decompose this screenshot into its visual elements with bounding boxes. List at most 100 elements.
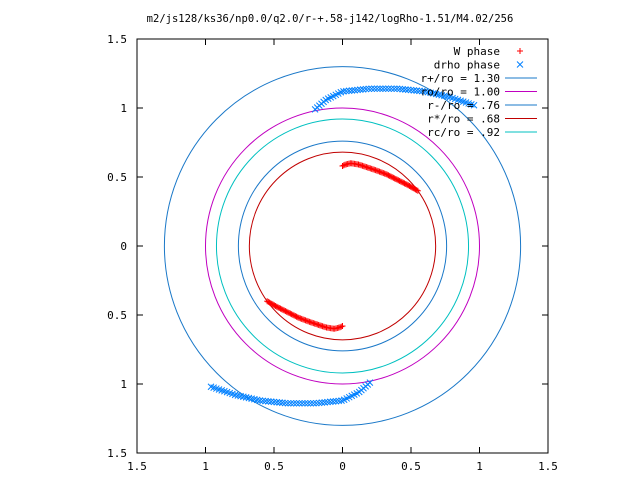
drho-phase-point bbox=[365, 85, 373, 93]
drho-phase-point bbox=[295, 399, 303, 407]
drho-phase-point bbox=[332, 397, 340, 405]
drho-phase-point bbox=[359, 86, 367, 93]
legend-label: W phase bbox=[454, 45, 500, 58]
drho-phase-point bbox=[345, 87, 353, 95]
y-tick-label: 0 bbox=[120, 240, 127, 253]
reference-circle bbox=[237, 140, 448, 352]
drho-phase-point bbox=[342, 87, 350, 95]
reference-circles bbox=[163, 66, 522, 426]
drho-phase-point bbox=[390, 85, 398, 93]
legend-label: ro/ro = 1.00 bbox=[421, 86, 500, 99]
x-tick-label: 1.5 bbox=[538, 460, 558, 473]
drho-phase-point bbox=[264, 398, 272, 405]
drho-phase-point bbox=[416, 87, 423, 95]
y-tick-label: 1 bbox=[120, 102, 127, 115]
drho-phase-point bbox=[267, 398, 275, 406]
drho-phase-point bbox=[371, 85, 378, 93]
legend-label: drho phase bbox=[434, 59, 500, 72]
reference-circle bbox=[205, 107, 480, 385]
drho-phase-point bbox=[276, 399, 283, 406]
y-tick-label: 0.5 bbox=[107, 309, 127, 322]
drho-phase-point bbox=[290, 399, 298, 407]
reference-circle bbox=[248, 151, 437, 341]
drho-phase-point bbox=[301, 399, 309, 407]
drho-phase-point bbox=[379, 85, 387, 93]
drho-phase-point bbox=[329, 398, 337, 405]
x-tick-label: 0.5 bbox=[401, 460, 421, 473]
drho-phase-point bbox=[335, 397, 343, 405]
x-tick-label: 0.5 bbox=[264, 460, 284, 473]
y-tick-label: 1.5 bbox=[107, 33, 127, 46]
reference-circle bbox=[215, 118, 470, 374]
drho-phase-point bbox=[326, 398, 334, 406]
drho-phase-point bbox=[321, 399, 329, 406]
drho-phase-point bbox=[387, 85, 395, 93]
drho-phase-point bbox=[298, 399, 306, 407]
legend-label: r*/ro = .68 bbox=[427, 113, 500, 126]
drho-phase-point bbox=[385, 85, 392, 93]
legend-label: r+/ro = 1.30 bbox=[421, 72, 500, 85]
drho-phase-point bbox=[293, 399, 300, 407]
drho-phase-point bbox=[368, 85, 375, 93]
drho-phase-point bbox=[407, 86, 415, 94]
drho-phase-point bbox=[287, 399, 295, 407]
drho-phase-point bbox=[340, 87, 347, 95]
drho-phase-point bbox=[404, 86, 412, 94]
drho-phase-point bbox=[310, 399, 317, 407]
reference-circle bbox=[163, 66, 522, 426]
x-tick-label: 0 bbox=[339, 460, 346, 473]
drho-phase-point bbox=[470, 101, 478, 109]
w-phase-point bbox=[517, 48, 523, 54]
drho-phase-point bbox=[307, 399, 314, 407]
phase-series bbox=[207, 85, 478, 407]
w-phase-point bbox=[413, 187, 420, 194]
drho-phase-point bbox=[410, 86, 418, 94]
drho-phase-point bbox=[516, 61, 524, 68]
w-phase-point bbox=[414, 187, 421, 194]
legend-label: rc/ro = .92 bbox=[427, 126, 500, 139]
drho-phase-point bbox=[393, 85, 401, 93]
y-tick-label: 1 bbox=[120, 378, 127, 391]
x-tick-label: 1 bbox=[476, 460, 483, 473]
drho-phase-point bbox=[354, 86, 361, 94]
legend-label: r-/ro = .76 bbox=[427, 99, 500, 112]
drho-phase-point bbox=[338, 397, 345, 405]
w-phase-point bbox=[264, 298, 271, 305]
drho-phase-point bbox=[315, 399, 323, 407]
drho-phase-point bbox=[279, 399, 286, 407]
x-tick-label: 1.5 bbox=[127, 460, 147, 473]
drho-phase-point bbox=[382, 85, 390, 93]
drho-phase-point bbox=[356, 86, 364, 93]
drho-phase-point bbox=[396, 85, 404, 93]
drho-phase-point bbox=[362, 85, 370, 93]
w-phase-point bbox=[338, 323, 345, 330]
drho-phase-point bbox=[348, 87, 356, 94]
drho-phase-point bbox=[376, 85, 384, 93]
drho-phase-point bbox=[413, 87, 421, 94]
chart-title: m2/js128/ks36/np0.0/q2.0/r-+.58-j142/log… bbox=[147, 13, 514, 25]
y-tick-label: 0.5 bbox=[107, 171, 127, 184]
drho-phase-point bbox=[207, 383, 215, 391]
drho-phase-point bbox=[259, 397, 267, 405]
w-phase-point bbox=[340, 162, 347, 169]
drho-phase-point bbox=[270, 398, 278, 406]
drho-phase-point bbox=[304, 399, 312, 407]
drho-phase-point bbox=[262, 397, 269, 405]
drho-phase-point bbox=[281, 399, 289, 407]
y-tick-label: 1.5 bbox=[107, 447, 127, 460]
drho-phase-point bbox=[351, 86, 359, 94]
drho-phase-point bbox=[318, 399, 326, 406]
drho-phase-point bbox=[273, 398, 281, 406]
drho-phase-point bbox=[399, 85, 406, 93]
drho-phase-point bbox=[284, 399, 292, 407]
x-tick-label: 1 bbox=[202, 460, 209, 473]
w-phase-point bbox=[265, 298, 272, 305]
drho-phase-point bbox=[312, 399, 320, 407]
drho-phase-point bbox=[324, 398, 331, 406]
drho-phase-point bbox=[373, 85, 381, 93]
drho-phase-point bbox=[402, 86, 409, 93]
drho-phase-point bbox=[418, 87, 426, 95]
